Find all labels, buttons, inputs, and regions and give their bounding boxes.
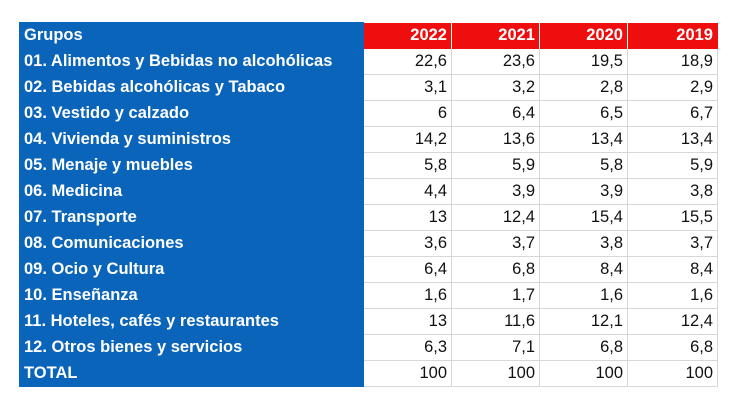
cell-value: 13 <box>363 204 452 231</box>
cell-value: 6,4 <box>451 100 540 127</box>
table-row: 09. Ocio y Cultura 6,4 6,8 8,4 8,4 <box>19 256 718 283</box>
header-groups: Grupos <box>19 22 364 49</box>
row-label: 08. Comunicaciones <box>19 230 364 257</box>
cell-value: 15,4 <box>539 204 628 231</box>
cell-value: 19,5 <box>539 48 628 75</box>
row-label: 07. Transporte <box>19 204 364 231</box>
total-row: TOTAL 100 100 100 100 <box>19 360 718 387</box>
header-year-2022: 2022 <box>363 22 452 49</box>
row-label: 12. Otros bienes y servicios <box>19 334 364 361</box>
row-label: 11. Hoteles, cafés y restaurantes <box>19 308 364 335</box>
cell-value: 3,9 <box>539 178 628 205</box>
table-row: 06. Medicina 4,4 3,9 3,9 3,8 <box>19 178 718 205</box>
cell-value: 12,1 <box>539 308 628 335</box>
table-row: 02. Bebidas alcohólicas y Tabaco 3,1 3,2… <box>19 74 718 101</box>
cell-value: 12,4 <box>451 204 540 231</box>
cell-value: 13,6 <box>451 126 540 153</box>
spending-groups-table: Grupos 2022 2021 2020 2019 01. Alimentos… <box>19 22 718 387</box>
cell-value: 2,9 <box>627 74 718 101</box>
cell-value: 3,8 <box>539 230 628 257</box>
row-label: 01. Alimentos y Bebidas no alcohólicas <box>19 48 364 75</box>
row-label: 03. Vestido y calzado <box>19 100 364 127</box>
total-value: 100 <box>363 360 452 387</box>
cell-value: 13 <box>363 308 452 335</box>
total-label: TOTAL <box>19 360 364 387</box>
cell-value: 6,4 <box>363 256 452 283</box>
cell-value: 7,1 <box>451 334 540 361</box>
cell-value: 6,8 <box>627 334 718 361</box>
cell-value: 6,7 <box>627 100 718 127</box>
cell-value: 2,8 <box>539 74 628 101</box>
cell-value: 1,6 <box>363 282 452 309</box>
cell-value: 1,6 <box>539 282 628 309</box>
cell-value: 6,8 <box>539 334 628 361</box>
row-label: 05. Menaje y muebles <box>19 152 364 179</box>
header-year-2020: 2020 <box>539 22 628 49</box>
cell-value: 3,7 <box>627 230 718 257</box>
cell-value: 11,6 <box>451 308 540 335</box>
cell-value: 6,3 <box>363 334 452 361</box>
total-value: 100 <box>627 360 718 387</box>
cell-value: 4,4 <box>363 178 452 205</box>
cell-value: 3,1 <box>363 74 452 101</box>
cell-value: 15,5 <box>627 204 718 231</box>
cell-value: 12,4 <box>627 308 718 335</box>
cell-value: 6,5 <box>539 100 628 127</box>
cell-value: 5,8 <box>539 152 628 179</box>
table-row: 10. Enseñanza 1,6 1,7 1,6 1,6 <box>19 282 718 309</box>
cell-value: 22,6 <box>363 48 452 75</box>
cell-value: 13,4 <box>539 126 628 153</box>
table-row: 03. Vestido y calzado 6 6,4 6,5 6,7 <box>19 100 718 127</box>
cell-value: 18,9 <box>627 48 718 75</box>
header-year-2019: 2019 <box>627 22 718 49</box>
table-row: 07. Transporte 13 12,4 15,4 15,5 <box>19 204 718 231</box>
cell-value: 5,8 <box>363 152 452 179</box>
table-row: 08. Comunicaciones 3,6 3,7 3,8 3,7 <box>19 230 718 257</box>
cell-value: 6 <box>363 100 452 127</box>
row-label: 04. Vivienda y suministros <box>19 126 364 153</box>
cell-value: 3,2 <box>451 74 540 101</box>
cell-value: 6,8 <box>451 256 540 283</box>
cell-value: 1,6 <box>627 282 718 309</box>
cell-value: 3,7 <box>451 230 540 257</box>
header-row: Grupos 2022 2021 2020 2019 <box>19 22 718 49</box>
row-label: 02. Bebidas alcohólicas y Tabaco <box>19 74 364 101</box>
table-row: 12. Otros bienes y servicios 6,3 7,1 6,8… <box>19 334 718 361</box>
cell-value: 5,9 <box>627 152 718 179</box>
cell-value: 14,2 <box>363 126 452 153</box>
cell-value: 8,4 <box>627 256 718 283</box>
cell-value: 5,9 <box>451 152 540 179</box>
cell-value: 1,7 <box>451 282 540 309</box>
cell-value: 3,8 <box>627 178 718 205</box>
cell-value: 13,4 <box>627 126 718 153</box>
total-value: 100 <box>451 360 540 387</box>
row-label: 09. Ocio y Cultura <box>19 256 364 283</box>
cell-value: 3,6 <box>363 230 452 257</box>
cell-value: 3,9 <box>451 178 540 205</box>
header-year-2021: 2021 <box>451 22 540 49</box>
table-row: 04. Vivienda y suministros 14,2 13,6 13,… <box>19 126 718 153</box>
cell-value: 8,4 <box>539 256 628 283</box>
row-label: 10. Enseñanza <box>19 282 364 309</box>
row-label: 06. Medicina <box>19 178 364 205</box>
table-row: 01. Alimentos y Bebidas no alcohólicas 2… <box>19 48 718 75</box>
table-row: 11. Hoteles, cafés y restaurantes 13 11,… <box>19 308 718 335</box>
table-row: 05. Menaje y muebles 5,8 5,9 5,8 5,9 <box>19 152 718 179</box>
cell-value: 23,6 <box>451 48 540 75</box>
total-value: 100 <box>539 360 628 387</box>
